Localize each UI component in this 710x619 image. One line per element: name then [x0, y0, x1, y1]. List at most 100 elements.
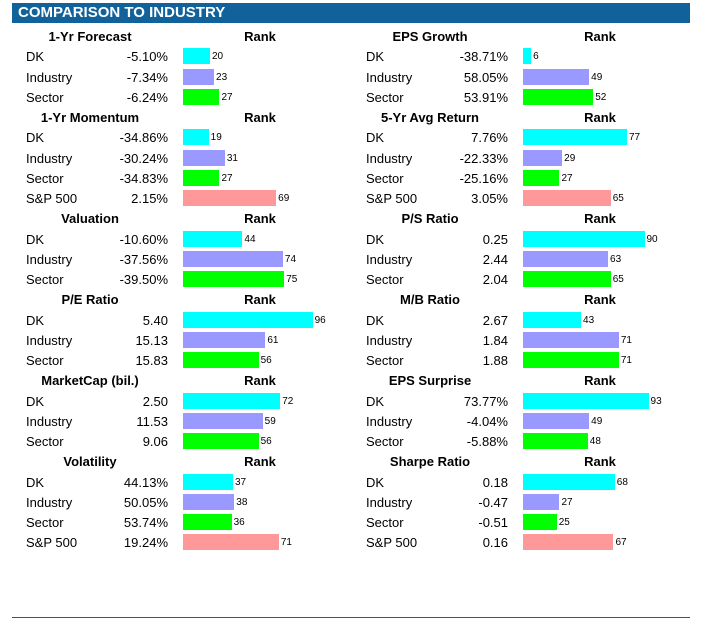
- row-value: 0.18: [482, 474, 508, 490]
- rank-bar-dk: [183, 48, 210, 65]
- rank-bar-sector: [523, 271, 611, 287]
- row-industry: Industry 1.84 71: [340, 330, 680, 350]
- row-value: 3.05%: [471, 191, 508, 206]
- row-label: DK: [26, 130, 45, 146]
- rank-bar-sector: [183, 514, 232, 530]
- row-value: 73.77%: [463, 393, 508, 409]
- rank-bar-industry: [523, 149, 563, 166]
- row-value: 58.05%: [463, 69, 508, 85]
- row-label: Sector: [26, 272, 64, 287]
- row-label: DK: [26, 231, 45, 247]
- rank-bar-industry: [183, 68, 215, 85]
- rank-column-label: Rank: [584, 211, 616, 227]
- rank-value: 96: [314, 314, 326, 326]
- rank-value: 75: [286, 274, 298, 285]
- row-label: DK: [366, 312, 385, 328]
- metric-title: Valuation: [61, 211, 119, 227]
- rank-value: 56: [260, 355, 272, 366]
- row-value: 50.05%: [123, 494, 168, 510]
- rank-value: 44: [244, 233, 256, 245]
- rank-bar-industry: [523, 331, 619, 348]
- rank-bar-dk: [183, 473, 233, 490]
- row-dk: DK 7.76% 77: [340, 127, 680, 147]
- row-dk: DK 2.50 72: [0, 391, 340, 411]
- row-label: Industry: [366, 494, 413, 510]
- metric-title: P/E Ratio: [61, 292, 119, 308]
- row-value: 11.53: [136, 413, 168, 429]
- row-label: DK: [366, 474, 385, 490]
- rank-value: 23: [216, 71, 228, 83]
- row-industry: Industry -22.33% 29: [340, 148, 680, 168]
- row-value: 19.24%: [123, 535, 168, 551]
- metric-header: 5-Yr Avg Return Rank: [340, 107, 680, 127]
- rank-bar-dk: [183, 129, 209, 146]
- row-label: Industry: [366, 69, 413, 85]
- row-value: -5.88%: [466, 434, 508, 449]
- rank-value: 29: [564, 152, 576, 164]
- metric-header: EPS Growth Rank: [340, 26, 680, 46]
- rank-value: 25: [558, 517, 570, 528]
- row-dk: DK -5.10% 20: [0, 46, 340, 66]
- rank-bar-sector: [523, 169, 560, 186]
- row-label: DK: [366, 231, 385, 247]
- rank-column-label: Rank: [584, 454, 616, 470]
- rank-value: 72: [282, 395, 294, 407]
- row-value: 0.25: [482, 231, 508, 247]
- rank-bar-industry: [183, 250, 283, 267]
- row-label: DK: [26, 393, 45, 409]
- rank-bar-sector: [523, 88, 594, 105]
- row-value: 2.67: [482, 312, 508, 328]
- metric-header: Volatility Rank: [0, 451, 340, 471]
- row-label: Industry: [366, 251, 413, 267]
- rank-bar-industry: [523, 250, 609, 267]
- row-value: -39.50%: [119, 272, 168, 287]
- rank-value: 27: [561, 496, 573, 508]
- metric-header: MarketCap (bil.) Rank: [0, 370, 340, 390]
- rank-value: 27: [221, 172, 233, 184]
- row-industry: Industry 2.44 63: [340, 249, 680, 269]
- row-sector: Sector 53.74% 36: [0, 512, 340, 532]
- row-sector: Sector 53.91% 52: [340, 87, 680, 107]
- metric-title: 5-Yr Avg Return: [381, 110, 479, 125]
- row-label: S&P 500: [26, 191, 78, 206]
- rank-value: 71: [280, 537, 292, 549]
- row-label: Industry: [26, 69, 73, 85]
- rank-column-label: Rank: [584, 292, 616, 308]
- metric-header: Sharpe Ratio Rank: [340, 451, 680, 471]
- row-dk: DK -10.60% 44: [0, 229, 340, 249]
- rank-value: 56: [260, 436, 272, 447]
- rank-value: 37: [234, 476, 247, 488]
- rank-column-label: Rank: [244, 29, 276, 44]
- row-dk: DK -38.71% 6: [340, 46, 680, 66]
- row-value: -4.04%: [466, 413, 508, 429]
- metric-header: 1-Yr Momentum Rank: [0, 107, 340, 127]
- metric-title: 1-Yr Forecast: [48, 29, 132, 44]
- row-industry: Industry -37.56% 74: [0, 249, 340, 269]
- rank-value: 59: [264, 415, 276, 427]
- row-label: Industry: [26, 494, 73, 510]
- row-dk: DK 5.40 96: [0, 310, 340, 330]
- row-industry: Industry 50.05% 38: [0, 492, 340, 512]
- row-label: Sector: [366, 434, 404, 449]
- rank-column-label: Rank: [244, 211, 276, 227]
- row-value: 2.04: [482, 272, 508, 287]
- rank-bar-sector: [523, 433, 588, 449]
- row-value: -0.47: [478, 494, 508, 510]
- row-value: 2.44: [482, 251, 508, 267]
- row-value: -10.60%: [119, 231, 168, 247]
- rank-bar-dk: [523, 129, 627, 146]
- rank-bar-dk: [523, 230, 645, 247]
- row-value: -30.24%: [119, 150, 168, 166]
- row-industry: Industry -30.24% 31: [0, 148, 340, 168]
- rank-bar-dk: [523, 311, 582, 328]
- row-label: S&P 500: [366, 535, 418, 551]
- rank-value: 19: [210, 132, 222, 144]
- row-sector: Sector -5.88% 48: [340, 431, 680, 451]
- rank-value: 20: [212, 51, 224, 63]
- row-label: S&P 500: [366, 191, 418, 206]
- row-dk: DK 0.18 68: [340, 472, 680, 492]
- row-industry: Industry 15.13 61: [0, 330, 340, 350]
- row-label: Industry: [26, 413, 73, 429]
- row-value: 1.88: [482, 353, 508, 368]
- metric-title: EPS Growth: [392, 29, 468, 44]
